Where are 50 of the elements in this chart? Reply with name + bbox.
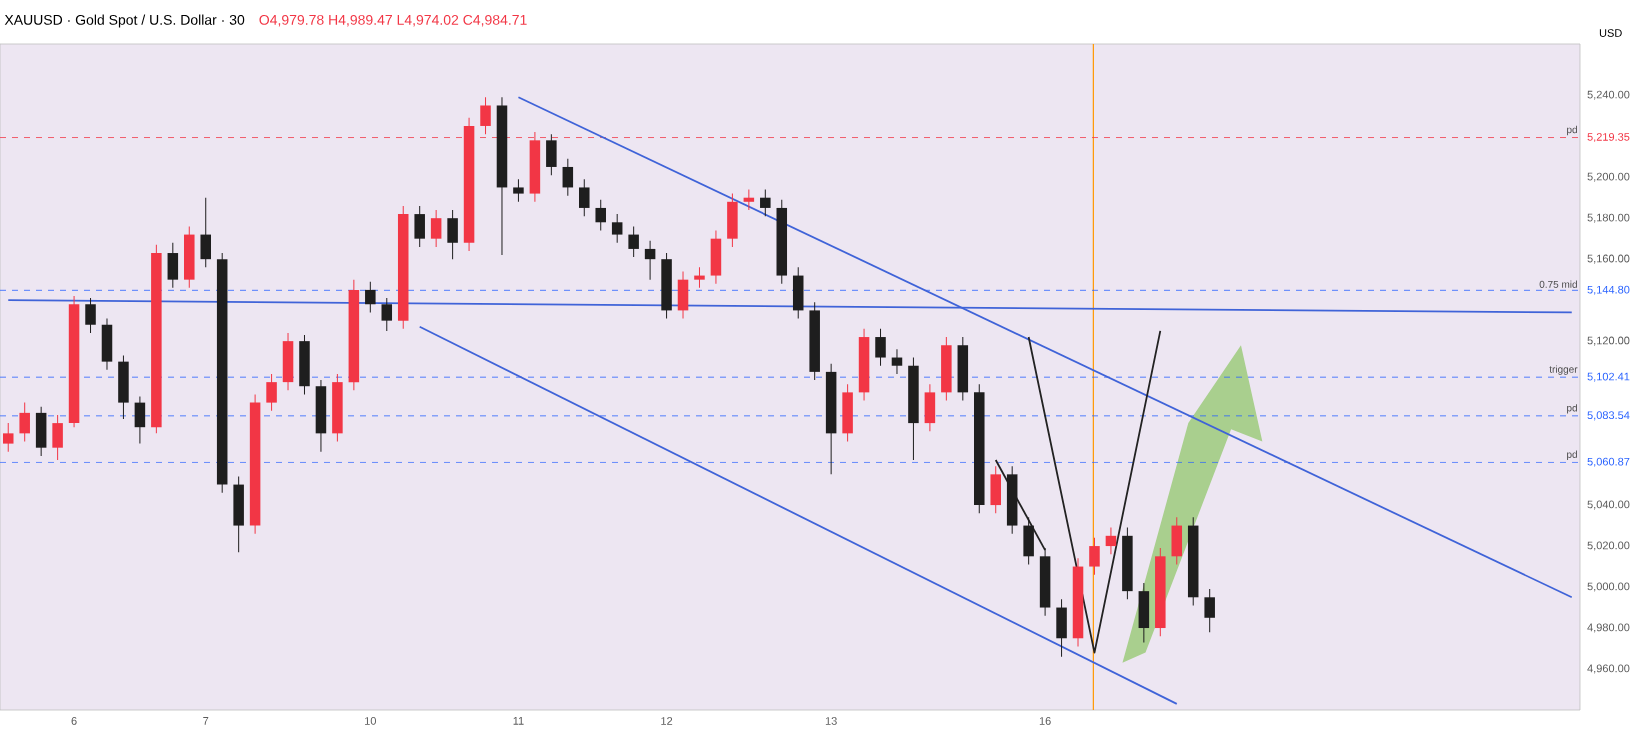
candlestick — [1089, 537, 1100, 576]
candlestick — [52, 414, 63, 461]
candlestick — [924, 383, 936, 432]
candlestick — [1204, 588, 1215, 633]
candlestick — [546, 133, 557, 176]
candlestick — [19, 402, 30, 443]
candlestick — [430, 209, 442, 248]
candlestick — [447, 209, 458, 260]
candlestick — [677, 270, 689, 320]
candlestick — [167, 242, 179, 289]
candlestick — [282, 332, 294, 391]
candlestick — [134, 395, 146, 445]
candlestick — [315, 379, 327, 453]
candlestick — [727, 193, 738, 248]
candlestick — [628, 225, 639, 258]
candlestick — [595, 199, 606, 231]
candlestick — [1056, 598, 1067, 658]
candlestick — [414, 205, 425, 248]
candlestick — [233, 475, 244, 553]
candlestick — [85, 297, 96, 334]
candlestick — [644, 240, 656, 281]
candlestick — [611, 213, 623, 244]
candlestick — [694, 266, 705, 289]
candlestick — [743, 188, 755, 211]
candlestick — [200, 197, 212, 268]
candlestick — [1105, 527, 1117, 555]
candlestick — [118, 354, 129, 420]
candlestick — [1171, 516, 1183, 566]
candlestick — [562, 158, 574, 197]
candlestick — [513, 178, 524, 203]
candlestick — [35, 406, 47, 457]
candlestick — [710, 229, 722, 285]
candlestick — [299, 334, 310, 395]
candlestick — [941, 336, 952, 402]
candlestick — [184, 225, 195, 289]
candlestick — [365, 281, 376, 313]
candlestick — [875, 328, 886, 367]
candlestick — [266, 373, 277, 412]
candlestick — [891, 348, 903, 375]
candlestick — [792, 266, 804, 320]
candlestick — [760, 188, 771, 217]
candlestick — [480, 96, 491, 135]
candlestick — [381, 297, 393, 332]
candlestick — [990, 465, 1001, 514]
candlestick — [101, 318, 113, 371]
candlestick — [842, 383, 853, 443]
candlestick — [2, 422, 14, 453]
candlestick — [1138, 582, 1150, 643]
candlestick — [579, 178, 590, 217]
candlestick — [957, 336, 969, 402]
